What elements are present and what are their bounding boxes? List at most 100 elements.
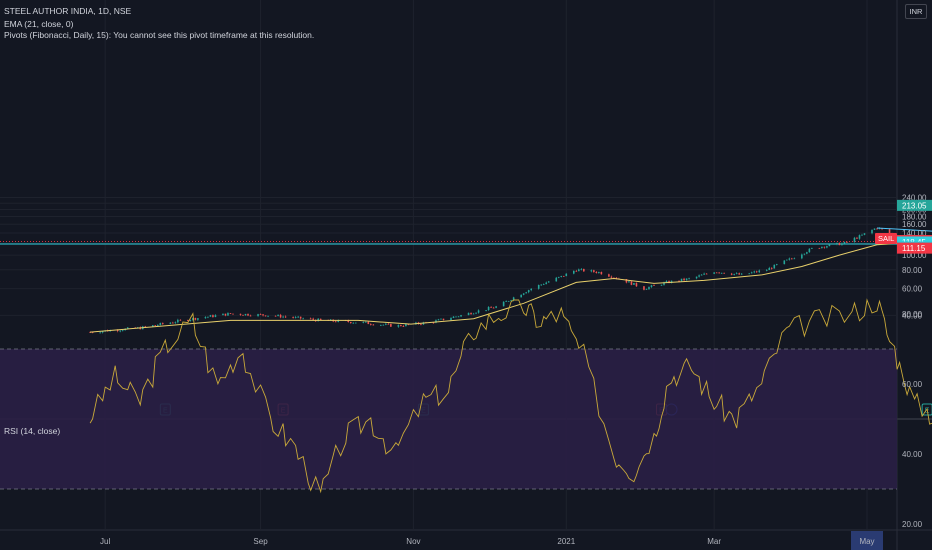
candle-body — [783, 260, 786, 265]
candle-body — [668, 281, 670, 283]
candle-body — [770, 267, 773, 269]
rsi-legend[interactable]: RSI (14, close) — [4, 426, 61, 436]
candle-body — [450, 318, 452, 321]
candle-body — [610, 276, 613, 278]
candle-body — [126, 327, 129, 329]
pivots-legend[interactable]: Pivots (Fibonacci, Daily, 15): You canno… — [4, 30, 315, 40]
currency-badge[interactable]: INR — [905, 4, 927, 19]
x-tick-label: 2021 — [557, 537, 575, 546]
candle-body — [460, 315, 462, 317]
candle-body — [367, 321, 370, 325]
candle-body — [753, 271, 756, 273]
candle-body — [470, 312, 472, 315]
candle-body — [380, 324, 382, 326]
candle-body — [247, 313, 249, 316]
candle-body — [625, 279, 628, 283]
candle-body — [750, 272, 753, 274]
trendline[interactable] — [876, 227, 932, 244]
candle-body — [244, 313, 247, 316]
candle-body — [159, 322, 162, 325]
descending-trendline — [876, 227, 932, 232]
candle-body — [472, 313, 475, 315]
candle-body — [267, 315, 269, 317]
candle-body — [154, 325, 157, 326]
candle-body — [157, 324, 159, 326]
earnings-badge-icon — [921, 403, 932, 416]
candle-body — [688, 278, 690, 280]
candle-body — [457, 316, 460, 318]
candle-body — [653, 285, 655, 286]
candle-body — [440, 318, 442, 320]
candle-body — [788, 258, 791, 260]
candle-body — [665, 281, 668, 283]
candle-body — [818, 247, 821, 249]
candle-body — [277, 314, 279, 316]
candle-body — [259, 314, 262, 315]
candle-body — [121, 330, 124, 332]
axes: JulSepNov2021MarMayJulSepNov2022MarMay40… — [100, 194, 932, 550]
candle-body — [337, 320, 340, 322]
level-lines — [0, 241, 897, 245]
candle-body — [580, 268, 583, 270]
y-tick-label: 240.00 — [902, 194, 927, 203]
candle-body — [643, 286, 645, 290]
candle-body — [598, 271, 600, 273]
candle-body — [405, 324, 407, 327]
candle-body — [565, 273, 568, 277]
candle-body — [801, 254, 803, 259]
candle-body — [212, 315, 214, 318]
candle-body — [560, 275, 563, 277]
candle-body — [390, 323, 392, 327]
candle-body — [678, 280, 680, 282]
candle-body — [232, 313, 234, 315]
candle-body — [407, 324, 410, 325]
y-tick-label: 40.00 — [902, 311, 923, 320]
candle-body — [876, 228, 878, 230]
candle-body — [856, 237, 858, 239]
candle-body — [821, 246, 823, 248]
candle-body — [527, 290, 530, 293]
candle-body — [755, 271, 758, 273]
candle-body — [808, 248, 811, 253]
candle-body — [615, 277, 618, 279]
candle-body — [843, 241, 846, 244]
candle-body — [703, 273, 705, 275]
candle-body — [540, 284, 543, 286]
candle-body — [91, 332, 94, 333]
candle-body — [257, 314, 259, 316]
candle-body — [836, 242, 838, 245]
candle-body — [765, 270, 768, 271]
candle-body — [645, 289, 648, 290]
candle-body — [520, 294, 522, 298]
candle-body — [685, 278, 688, 281]
candle-body — [502, 301, 505, 307]
candle-body — [187, 320, 189, 321]
candle-body — [387, 323, 390, 325]
candle-body — [204, 317, 207, 319]
candle-body — [748, 273, 751, 275]
candle-body — [477, 310, 480, 313]
candle-body — [650, 285, 653, 288]
candle-body — [475, 312, 477, 314]
candle-body — [312, 318, 314, 320]
candle-body — [362, 322, 365, 323]
candle-body — [593, 270, 595, 272]
candle-body — [492, 307, 495, 309]
candle-body — [194, 317, 197, 320]
candle-body — [279, 314, 282, 318]
candle-body — [370, 324, 372, 325]
y-tick-label: 140.00 — [902, 229, 927, 238]
candle-body — [354, 322, 357, 324]
candle-body — [557, 276, 560, 278]
x-tick-label: May — [859, 537, 874, 546]
candle-body — [733, 273, 735, 275]
symbol-title: STEEL AUTHOR INDIA, 1D, NSE — [4, 6, 132, 16]
ema-legend[interactable]: EMA (21, close, 0) — [4, 19, 74, 29]
candle-body — [224, 313, 227, 316]
candle-body — [169, 322, 172, 324]
candle-body — [487, 307, 490, 311]
candle-body — [174, 322, 177, 324]
rsi-line — [89, 298, 932, 494]
candle-body — [334, 321, 337, 323]
